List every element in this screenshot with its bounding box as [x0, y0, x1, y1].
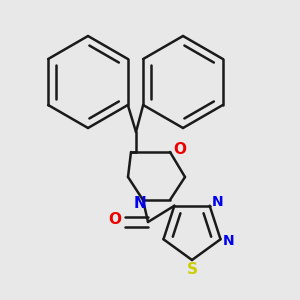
Text: N: N [223, 234, 234, 248]
Text: O: O [173, 142, 187, 157]
Text: N: N [134, 196, 146, 211]
Text: O: O [109, 212, 122, 227]
Text: S: S [187, 262, 197, 278]
Text: N: N [212, 195, 224, 209]
